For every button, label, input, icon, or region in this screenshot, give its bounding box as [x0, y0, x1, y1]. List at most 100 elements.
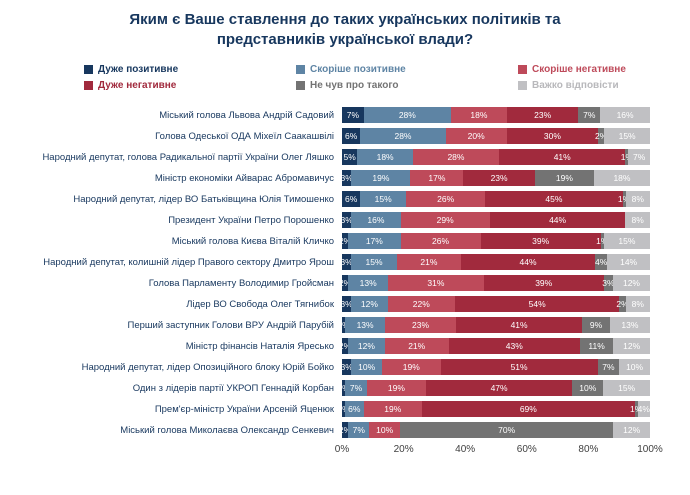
bar-segment-hard-to-answer: 15% — [603, 380, 650, 396]
segment-value-label: 21% — [420, 257, 438, 267]
segment-value-label: 17% — [428, 173, 446, 183]
bar-segment-hard-to-answer: 7% — [628, 149, 650, 165]
chart-row: Міський голова Києва Віталій Кличко 2% 17%… — [0, 231, 690, 252]
bar-segment-hard-to-answer: 15% — [604, 128, 650, 144]
legend-label: Важко відповісти — [532, 79, 619, 91]
segment-value-label: 19% — [555, 173, 573, 183]
segment-value-label: 44% — [549, 215, 567, 225]
bar-segment-rather-negative: 21% — [396, 254, 461, 270]
legend-item-hard-to-answer: Важко відповісти — [518, 80, 690, 91]
stacked-bar-chart: Міський голова Львова Андрій Садовий 7% 28… — [0, 105, 690, 460]
bar-segment-hard-to-answer: 10% — [619, 359, 650, 375]
bar-segment-hard-to-answer: 12% — [613, 275, 650, 291]
bar-segment-very-negative: 41% — [455, 317, 583, 333]
segment-value-label: 10% — [376, 425, 394, 435]
stacked-bar: 6% 15% 26% 45% 1% 8% — [342, 191, 650, 207]
bar-segment-very-negative: 51% — [440, 359, 598, 375]
bar-segment-rather-negative: 28% — [412, 149, 500, 165]
legend-label: Не чув про такого — [310, 79, 399, 91]
bar-segment-very-positive: 5% — [342, 149, 358, 165]
bar-segment-very-positive: 3% — [340, 296, 353, 312]
bar-segment-not-heard: 11% — [579, 338, 614, 354]
stacked-bar: 3% 15% 21% 44% 4% 14% — [340, 254, 650, 270]
bar-segment-hard-to-answer: 18% — [593, 170, 650, 186]
segment-value-label: 6% — [348, 404, 361, 414]
bar-segment-very-negative: 23% — [506, 107, 579, 123]
bar-segment-very-positive: 2% — [338, 275, 352, 291]
bar-segment-very-positive: 7% — [342, 107, 364, 123]
chart-row: Перший заступник Голови ВРУ Андрій Паруб… — [0, 315, 690, 336]
segment-value-label: 3% — [340, 173, 353, 183]
segment-value-label: 44% — [519, 257, 537, 267]
segment-value-label: 18% — [470, 110, 488, 120]
stacked-bar: 2% 13% 31% 39% 3% 12% — [338, 275, 650, 291]
stacked-bar: 1% 6% 19% 69% 1% 4% — [337, 401, 650, 417]
segment-value-label: 31% — [427, 278, 445, 288]
segment-value-label: 2% — [338, 278, 352, 288]
row-label: Перший заступник Голови ВРУ Андрій Паруб… — [127, 319, 334, 331]
bar-segment-very-positive: 6% — [342, 128, 361, 144]
bar-segment-hard-to-answer: 8% — [625, 191, 650, 207]
segment-value-label: 70% — [498, 425, 516, 435]
bar-segment-very-positive: 1% — [337, 317, 350, 333]
bar-segment-very-positive: 3% — [340, 212, 353, 228]
chart-row: Народний депутат, лідер Опозиційного бло… — [0, 357, 690, 378]
segment-value-label: 8% — [631, 215, 644, 225]
segment-value-label: 15% — [618, 236, 636, 246]
segment-value-label: 10% — [579, 383, 597, 393]
bar-segment-rather-negative: 19% — [363, 401, 423, 417]
bar-segment-rather-negative: 26% — [406, 191, 486, 207]
segment-value-label: 1% — [337, 320, 350, 330]
segment-value-label: 1% — [620, 152, 634, 162]
chart-row: Лідер ВО Свобода Олег Тягнибок 3% 12% 22% 54… — [0, 294, 690, 315]
segment-value-label: 19% — [402, 362, 420, 372]
segment-value-label: 28% — [394, 131, 412, 141]
segment-value-label: 2% — [595, 131, 608, 141]
stacked-bar: 3% 19% 17% 23% 19% 18% — [340, 170, 650, 186]
row-label: Міський голова Києва Віталій Кличко — [171, 235, 334, 247]
row-label: Один з лідерів партії УКРОП Геннадій Кор… — [132, 382, 334, 394]
legend-swatch-rather-negative — [518, 64, 527, 74]
segment-value-label: 30% — [543, 131, 561, 141]
segment-value-label: 39% — [535, 278, 553, 288]
bar-segment-rather-positive: 19% — [351, 170, 411, 186]
segment-value-label: 15% — [618, 383, 636, 393]
bar-segment-very-positive: 3% — [340, 170, 353, 186]
segment-value-label: 3% — [340, 257, 353, 267]
segment-value-label: 8% — [631, 299, 644, 309]
chart-row: Народний депутат, колишній лідер Правого… — [0, 252, 690, 273]
bar-segment-rather-positive: 13% — [348, 275, 389, 291]
segment-value-label: 4% — [595, 257, 608, 267]
legend-item-not-heard: Не чув про такого — [296, 80, 518, 91]
bar-segment-very-negative: 39% — [483, 275, 604, 291]
segment-value-label: 13% — [621, 320, 639, 330]
stacked-bar: 7% 28% 18% 23% 7% 16% — [342, 107, 650, 123]
chart-row: Президент України Петро Порошенко 3% 16% 29… — [0, 210, 690, 231]
segment-value-label: 19% — [387, 383, 405, 393]
bar-segment-very-negative: 44% — [460, 254, 596, 270]
bar-segment-very-positive: 1% — [337, 380, 350, 396]
bar-segment-rather-positive: 12% — [351, 296, 388, 312]
segment-value-label: 1% — [337, 383, 350, 393]
segment-value-label: 16% — [616, 110, 634, 120]
x-axis-tick: 80% — [578, 443, 599, 455]
segment-value-label: 18% — [376, 152, 394, 162]
segment-value-label: 26% — [432, 236, 450, 246]
x-axis-tick: 100% — [637, 443, 663, 455]
chart-row: Голова Парламенту Володимир Гройсман 2% 13… — [0, 273, 690, 294]
bar-segment-not-heard: 19% — [534, 170, 594, 186]
segment-value-label: 6% — [345, 131, 358, 141]
stacked-bar: 6% 28% 20% 30% 2% 15% — [342, 128, 650, 144]
segment-value-label: 23% — [534, 110, 552, 120]
segment-value-label: 1% — [629, 404, 643, 414]
segment-value-label: 51% — [510, 362, 528, 372]
row-label: Прем'єр-міністр України Арсеній Яценюк — [154, 403, 334, 415]
segment-value-label: 2% — [338, 236, 352, 246]
row-label: Голова Парламенту Володимир Гройсман — [148, 277, 334, 289]
bar-segment-hard-to-answer: 15% — [603, 233, 650, 249]
legend-item-very-negative: Дуже негативне — [84, 80, 296, 91]
segment-value-label: 10% — [358, 362, 376, 372]
legend-swatch-not-heard — [296, 80, 305, 90]
x-axis-tick: 0% — [334, 443, 350, 455]
segment-value-label: 17% — [365, 236, 383, 246]
